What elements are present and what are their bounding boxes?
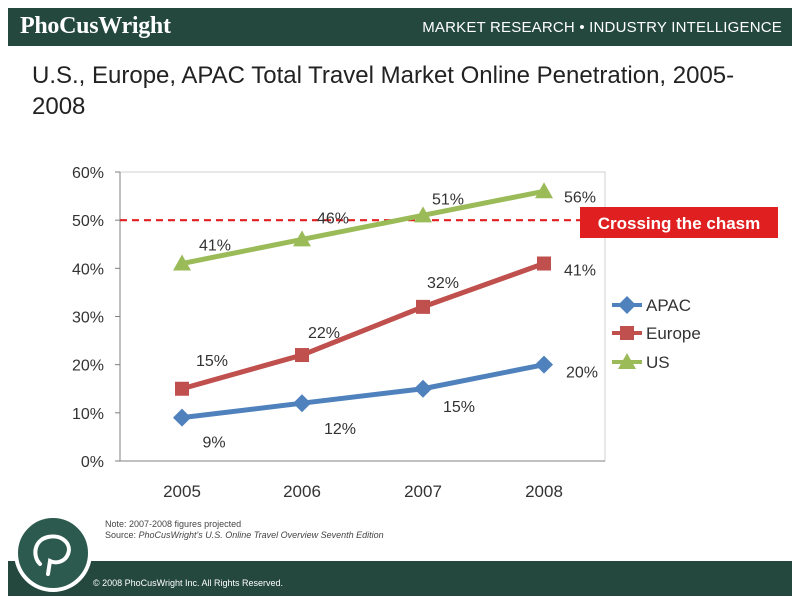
europe-data-point <box>537 256 551 271</box>
legend-us-label: US <box>646 353 670 372</box>
note-line: Note: 2007-2008 figures projected <box>105 519 242 529</box>
apac-series-line <box>181 362 545 421</box>
us-data-point <box>414 206 432 223</box>
legend-apac-marker <box>618 296 636 314</box>
europe-data-point <box>175 381 189 396</box>
apac-data-point <box>414 379 432 398</box>
x-tick-label: 2005 <box>163 482 201 501</box>
legend-apac-label: APAC <box>646 296 691 315</box>
source-prefix: Source: <box>105 530 139 540</box>
apac-data-label: 15% <box>443 399 475 416</box>
y-tick-label: 40% <box>72 261 104 278</box>
phocuswright-logo-icon <box>14 514 92 592</box>
europe-data-point <box>416 299 430 314</box>
legend-europe-label: Europe <box>646 324 701 343</box>
us-data-label: 46% <box>317 210 349 227</box>
apac-data-point <box>173 408 191 427</box>
chasm-label: Crossing the chasm <box>598 214 761 233</box>
copyright-text: © 2008 PhoCusWright Inc. All Rights Rese… <box>93 578 284 588</box>
source-note: Note: 2007-2008 figures projected Source… <box>105 519 384 541</box>
apac-data-label: 20% <box>566 365 598 382</box>
brand-logo: PhoCusWright <box>20 13 171 39</box>
apac-data-point <box>293 394 311 413</box>
apac-data-label: 12% <box>324 421 356 438</box>
legend-europe-marker <box>620 326 634 340</box>
y-tick-label: 0% <box>81 454 104 471</box>
europe-data-label: 22% <box>308 325 340 342</box>
us-data-point <box>535 182 553 199</box>
us-data-label: 56% <box>564 189 596 206</box>
source-text: PhoCusWright's U.S. Online Travel Overvi… <box>138 530 384 540</box>
footer-bar: © 2008 PhoCusWright Inc. All Rights Rese… <box>8 561 792 596</box>
tagline: MARKET RESEARCH • INDUSTRY INTELLIGENCE <box>422 19 782 36</box>
europe-data-label: 41% <box>564 263 596 280</box>
source-line: Source: PhoCusWright's U.S. Online Trave… <box>105 530 384 541</box>
x-tick-label: 2007 <box>404 482 442 501</box>
europe-series-line <box>181 261 545 392</box>
page-title: U.S., Europe, APAC Total Travel Market O… <box>32 62 735 120</box>
apac-data-label: 9% <box>202 435 225 452</box>
europe-data-label: 15% <box>196 353 228 370</box>
us-data-point <box>293 230 311 247</box>
chasm-label-box <box>580 207 778 238</box>
us-series-line <box>181 188 545 266</box>
europe-data-point <box>295 348 309 363</box>
x-tick-label: 2008 <box>525 482 563 501</box>
y-tick-label: 30% <box>72 310 104 327</box>
y-tick-label: 50% <box>72 213 104 230</box>
apac-data-point <box>535 355 553 374</box>
y-tick-label: 60% <box>72 165 104 182</box>
legend-us-marker <box>618 353 636 369</box>
y-tick-label: 10% <box>72 406 104 423</box>
us-data-label: 41% <box>199 238 231 255</box>
y-tick-label: 20% <box>72 358 104 375</box>
europe-data-label: 32% <box>427 275 459 292</box>
x-tick-label: 2006 <box>283 482 321 501</box>
us-data-label: 51% <box>432 191 464 208</box>
us-data-point <box>173 254 191 271</box>
header-bar: PhoCusWright MARKET RESEARCH • INDUSTRY … <box>8 8 792 46</box>
